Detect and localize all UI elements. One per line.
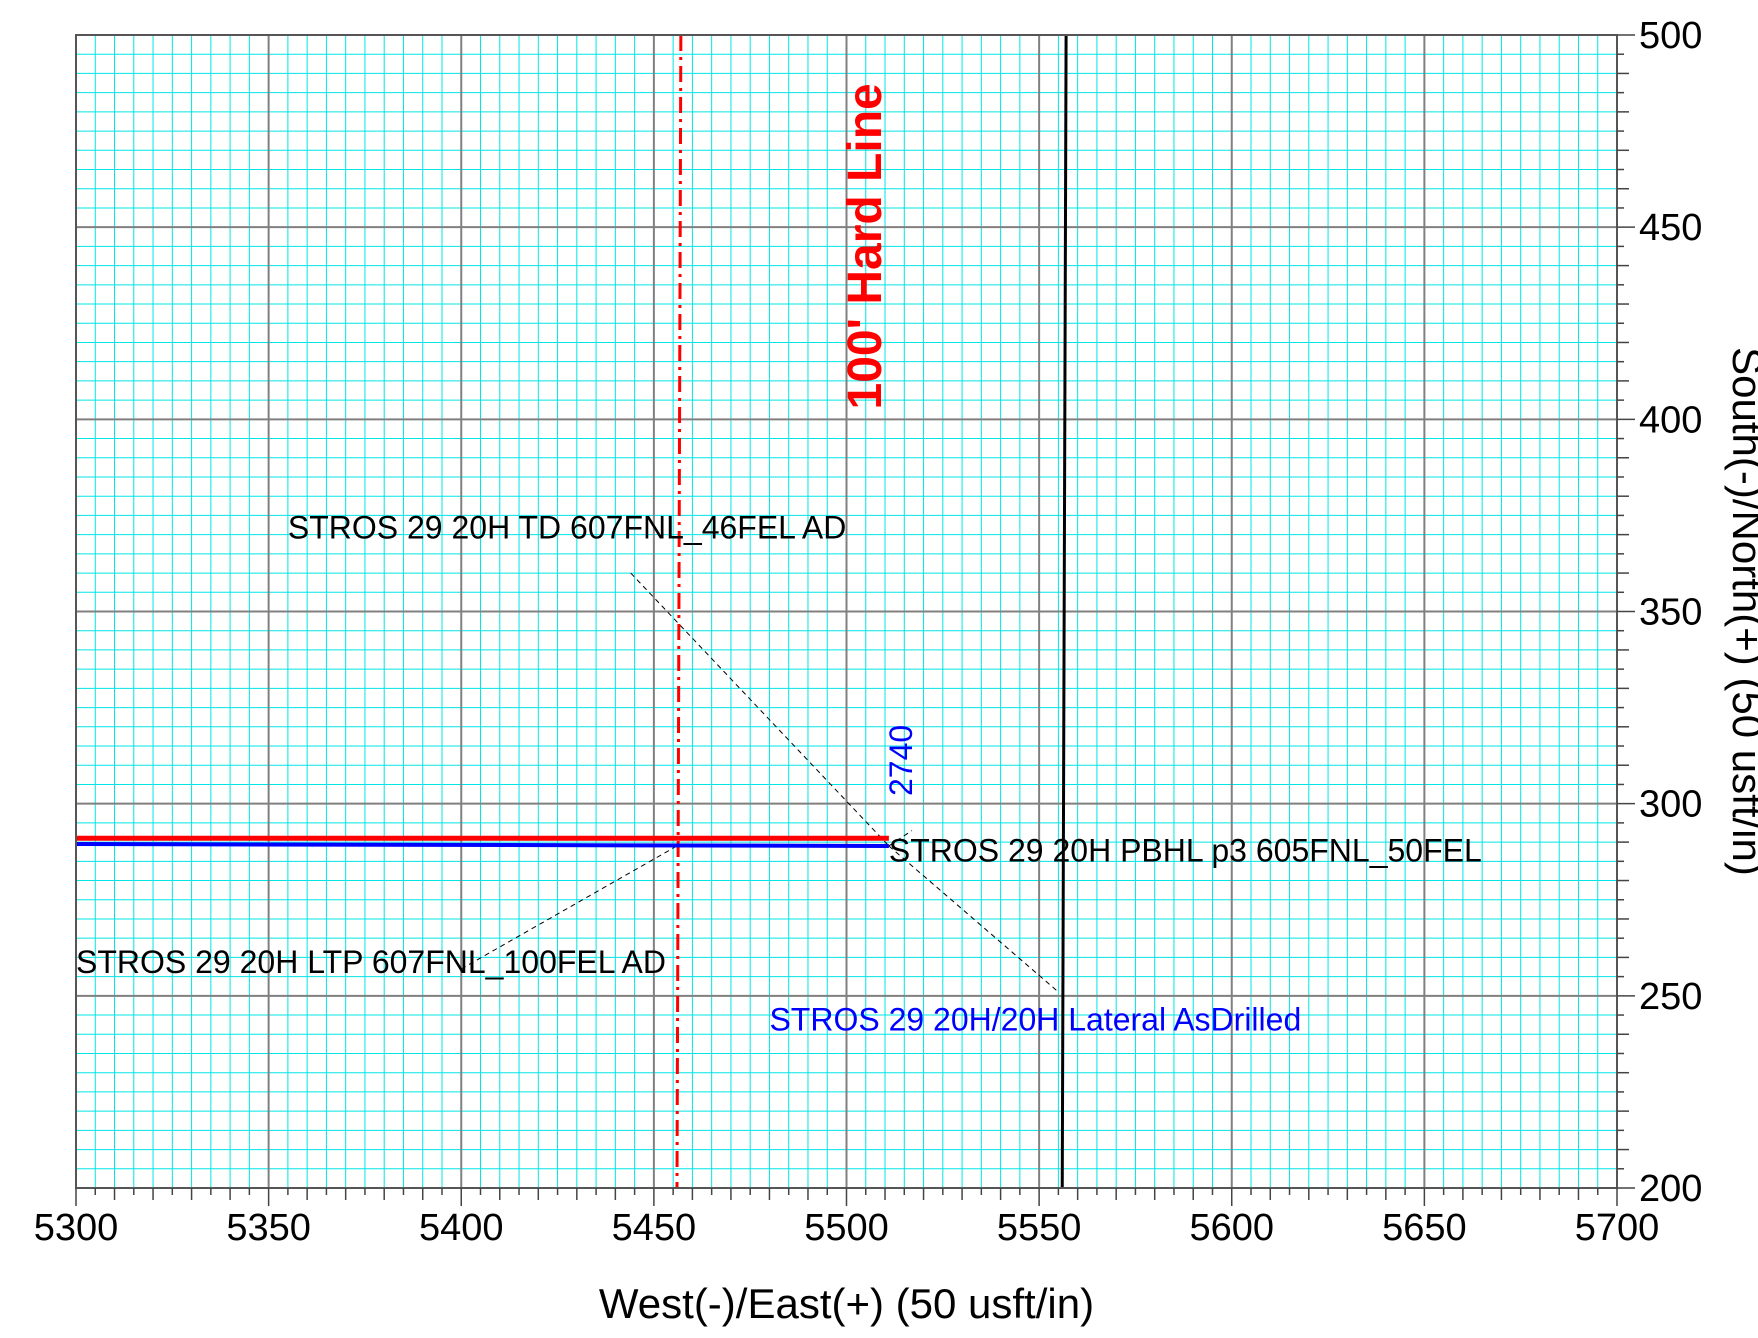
hard-line-label: 100' Hard Line: [839, 83, 892, 409]
reference-lines: [675, 34, 1068, 1189]
well-paths: [75, 835, 889, 848]
x-tick-label: 5700: [1575, 1207, 1660, 1249]
x-tick-label: 5600: [1189, 1207, 1274, 1249]
y-axis-label: South(-)/North(+) (50 usft/in): [1724, 347, 1758, 876]
leader-line: [888, 845, 1059, 993]
lease-line: [1060, 34, 1068, 1189]
y-tick-label: 300: [1639, 784, 1702, 826]
asdrilled-path: [75, 842, 889, 848]
x-tick-label: 5400: [419, 1207, 504, 1249]
x-axis-label: West(-)/East(+) (50 usft/in): [599, 1280, 1094, 1327]
ltp-label: STROS 29 20H LTP 607FNL_100FEL AD: [76, 944, 666, 980]
asdrilled-label: STROS 29 20H/20H Lateral AsDrilled: [769, 1001, 1301, 1037]
y-tick-label: 350: [1639, 592, 1702, 634]
x-tick-label: 5450: [612, 1207, 697, 1249]
y-tick-label: 250: [1639, 976, 1702, 1018]
td-label: STROS 29 20H TD 607FNL_46FEL AD: [288, 509, 846, 545]
x-tick-label: 5350: [226, 1207, 311, 1249]
x-tick-label: 5300: [34, 1207, 119, 1249]
y-tick-label: 500: [1639, 15, 1702, 57]
md-label: 2740: [883, 725, 919, 796]
leader-line: [888, 830, 913, 847]
y-tick-label: 400: [1639, 399, 1702, 441]
y-tick-label: 200: [1639, 1168, 1702, 1210]
x-tick-label: 5500: [804, 1207, 889, 1249]
y-tick-labels: 200 250 300 350 400 450 500: [1639, 15, 1702, 1210]
leader-line: [630, 572, 890, 847]
x-tick-label: 5650: [1382, 1207, 1467, 1249]
axis-ticks: [75, 34, 1635, 1206]
x-tick-labels: 5300 5350 5400 5450 5500 5550 5600 5650 5700: [34, 1207, 1660, 1249]
hard-line: [675, 34, 683, 1189]
leader-lines: [461, 572, 1059, 993]
x-tick-label: 5550: [997, 1207, 1082, 1249]
y-tick-label: 450: [1639, 207, 1702, 249]
pbhl-label: STROS 29 20H PBHL p3 605FNL_50FEL: [889, 832, 1482, 868]
